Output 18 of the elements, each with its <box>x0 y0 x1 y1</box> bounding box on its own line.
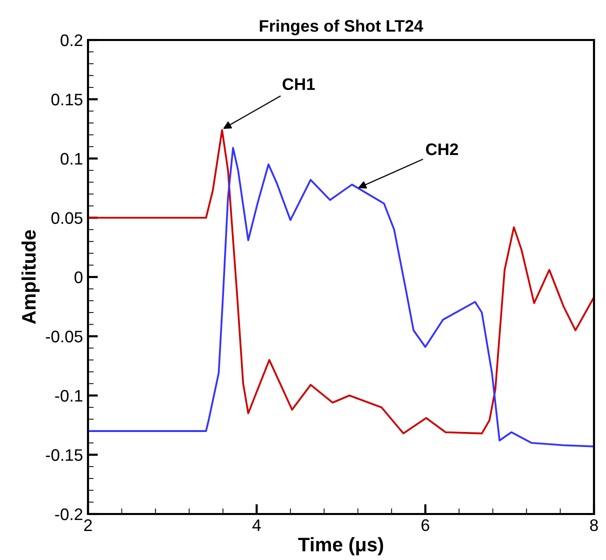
y-tick-label: -0.1 <box>55 390 82 402</box>
chart-title: Fringes of Shot LT24 <box>260 20 424 36</box>
y-tick-label: -0.05 <box>46 330 82 342</box>
y-axis-title: Amplitude <box>21 230 40 324</box>
y-tick-label: -0.15 <box>46 449 82 461</box>
x-axis-title: Time (μs) <box>298 537 384 556</box>
y-tick-label: 0 <box>74 271 82 284</box>
y-tick-label: 0.1 <box>60 152 82 165</box>
y-tick-label: -0.2 <box>55 508 82 520</box>
annotation: CH2 <box>426 143 458 156</box>
annotation: CH1 <box>282 78 315 90</box>
x-tick-label: 4 <box>252 519 261 531</box>
x-tick-label: 8 <box>590 519 598 532</box>
y-tick-label: 0.15 <box>51 94 82 106</box>
y-tick-label: 0.05 <box>51 212 82 224</box>
x-tick-label: 6 <box>422 519 430 532</box>
y-tick-label: 0.2 <box>60 34 82 46</box>
x-tick-label: 2 <box>84 519 92 531</box>
